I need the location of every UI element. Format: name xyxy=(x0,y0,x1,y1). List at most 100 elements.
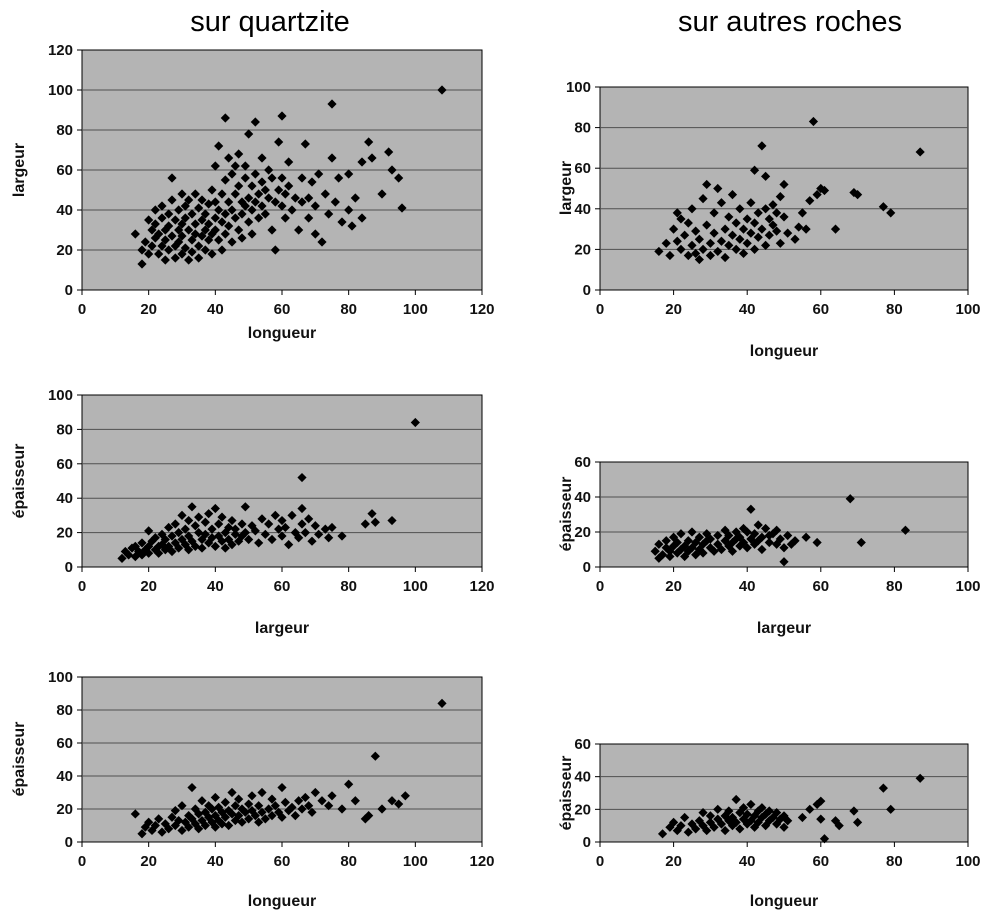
data-point xyxy=(772,208,782,218)
data-point xyxy=(200,820,210,831)
data-point xyxy=(184,515,194,526)
data-point xyxy=(237,233,247,243)
data-point xyxy=(200,245,210,255)
data-point xyxy=(254,538,264,548)
data-point xyxy=(650,546,660,556)
data-point xyxy=(154,229,164,239)
data-point xyxy=(327,791,337,801)
data-point xyxy=(691,226,701,236)
data-point xyxy=(749,165,760,175)
data-point xyxy=(254,189,264,199)
data-point xyxy=(214,531,224,541)
data-point xyxy=(749,218,760,228)
data-point xyxy=(227,809,237,819)
x-tick-label: 100 xyxy=(403,578,428,595)
data-point xyxy=(683,536,693,546)
data-point xyxy=(665,546,675,556)
data-point xyxy=(187,247,197,257)
data-point xyxy=(320,189,330,199)
data-point xyxy=(290,811,300,821)
data-point xyxy=(130,541,140,551)
y-tick-label: 40 xyxy=(56,768,73,785)
data-point xyxy=(720,224,730,234)
y-axis-label: épaisseur xyxy=(558,477,575,552)
x-tick-label: 40 xyxy=(739,853,756,870)
x-axis-label: longueur xyxy=(248,893,316,910)
data-point xyxy=(731,794,741,805)
data-point xyxy=(220,229,230,239)
data-point xyxy=(691,824,701,834)
data-point xyxy=(260,814,270,824)
data-point xyxy=(853,189,863,200)
y-tick-label: 0 xyxy=(65,559,73,576)
data-point xyxy=(160,255,170,265)
x-tick-label: 60 xyxy=(274,301,291,318)
data-point xyxy=(665,822,675,832)
x-tick-label: 0 xyxy=(596,853,604,870)
data-point xyxy=(753,536,763,546)
y-tick-label: 40 xyxy=(56,202,73,219)
column-title-other-rocks: sur autres roches xyxy=(677,6,903,38)
x-tick-label: 100 xyxy=(403,853,428,870)
data-point xyxy=(772,525,782,535)
data-point xyxy=(214,141,224,151)
data-point xyxy=(327,153,337,163)
data-point xyxy=(217,819,227,829)
data-point xyxy=(220,797,230,807)
data-point xyxy=(307,536,317,546)
data-point xyxy=(194,809,204,819)
data-point xyxy=(190,229,200,239)
data-point xyxy=(234,536,244,546)
data-point xyxy=(204,199,214,209)
data-point xyxy=(217,245,227,255)
data-point xyxy=(140,822,150,832)
y-tick-label: 120 xyxy=(48,42,73,59)
x-tick-label: 80 xyxy=(886,578,903,595)
data-point xyxy=(856,537,866,548)
data-point xyxy=(240,528,250,538)
x-tick-label: 100 xyxy=(403,301,428,318)
data-point xyxy=(724,816,734,826)
data-point xyxy=(234,794,244,804)
y-tick-label: 80 xyxy=(56,122,73,139)
data-point xyxy=(240,173,250,183)
data-point xyxy=(812,537,822,548)
data-point xyxy=(300,528,310,538)
data-point xyxy=(661,536,671,546)
data-point xyxy=(709,228,719,238)
data-point xyxy=(307,177,317,187)
data-point xyxy=(691,248,701,259)
data-point xyxy=(297,804,307,814)
data-point xyxy=(264,519,274,529)
data-point xyxy=(377,804,387,814)
data-point xyxy=(227,515,237,526)
data-point xyxy=(720,825,730,836)
data-point xyxy=(297,503,307,514)
data-point xyxy=(742,809,752,819)
x-tick-label: 20 xyxy=(665,301,682,318)
data-point xyxy=(154,814,164,824)
x-tick-label: 0 xyxy=(78,578,86,595)
data-point xyxy=(140,237,150,247)
data-point xyxy=(170,215,180,225)
data-point xyxy=(853,817,863,827)
data-point xyxy=(190,189,200,199)
data-point xyxy=(210,161,220,171)
data-point xyxy=(184,545,194,555)
y-tick-label: 20 xyxy=(56,525,73,542)
data-point xyxy=(230,524,240,534)
data-point xyxy=(337,804,347,814)
y-tick-label: 0 xyxy=(583,559,591,576)
y-tick-label: 20 xyxy=(56,242,73,259)
data-point xyxy=(849,187,859,198)
data-point xyxy=(260,529,270,539)
data-point xyxy=(775,814,785,824)
data-point xyxy=(180,524,190,534)
data-point xyxy=(174,237,184,247)
data-point xyxy=(264,165,274,175)
data-point xyxy=(691,537,701,548)
data-point xyxy=(150,219,160,229)
data-point xyxy=(775,192,785,202)
data-point xyxy=(227,237,237,247)
